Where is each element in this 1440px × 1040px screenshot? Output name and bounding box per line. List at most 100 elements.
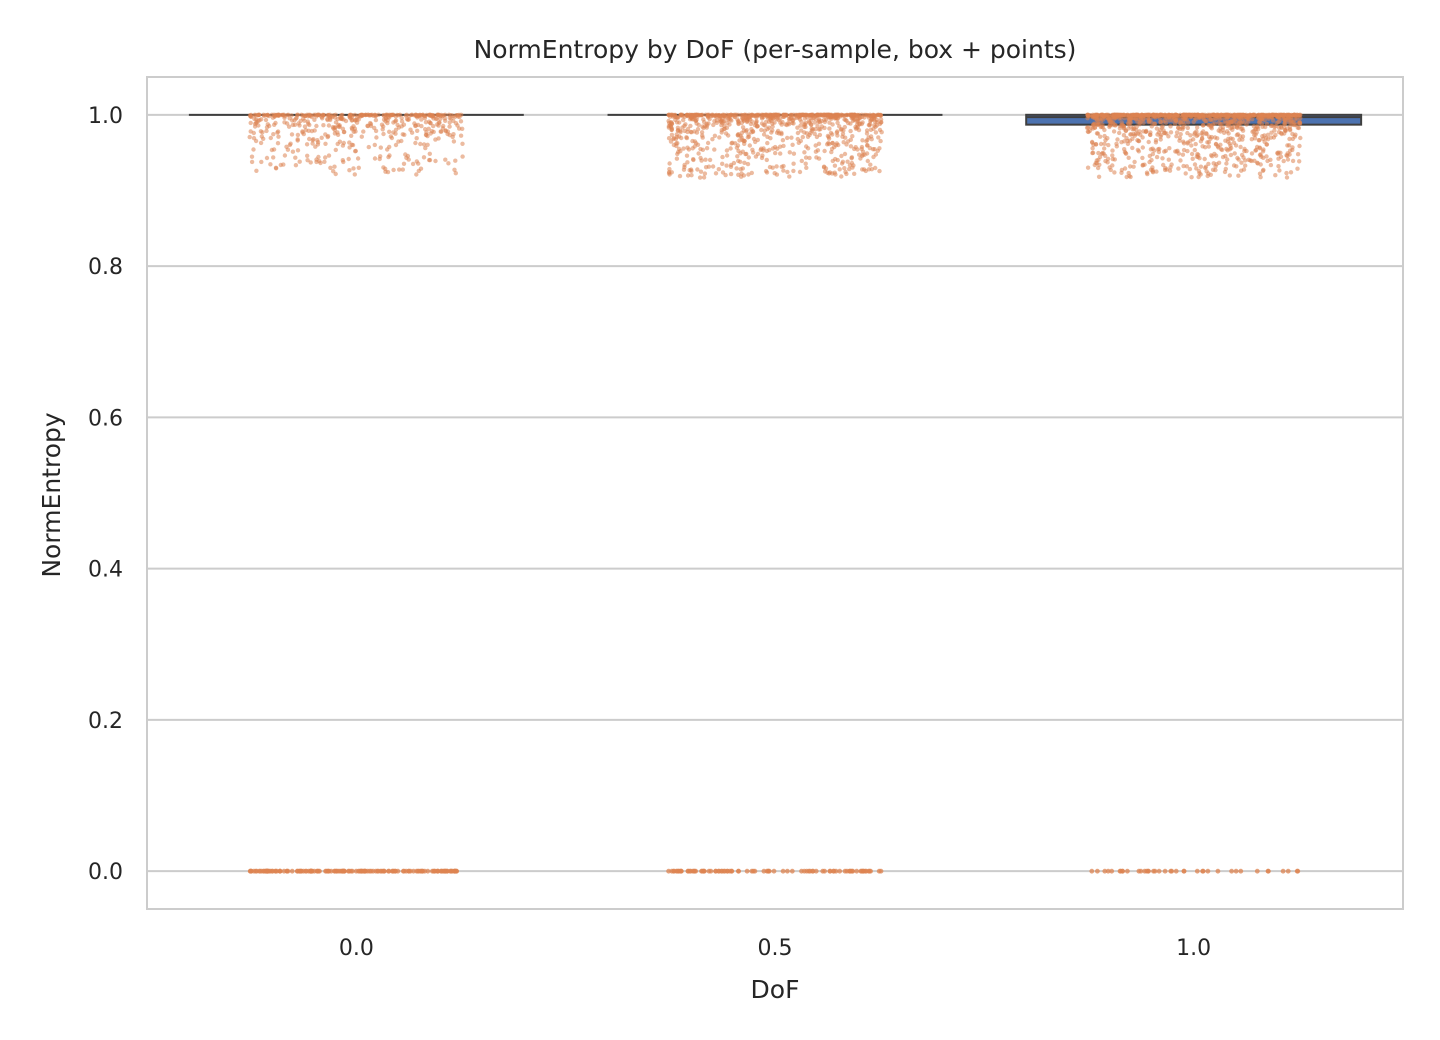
data-point bbox=[714, 120, 719, 126]
data-point bbox=[1102, 127, 1107, 133]
data-point bbox=[738, 159, 743, 164]
data-point bbox=[1265, 132, 1271, 137]
data-point bbox=[681, 146, 686, 151]
data-point bbox=[747, 115, 752, 120]
data-point bbox=[724, 112, 729, 118]
data-point bbox=[415, 128, 420, 133]
data-point bbox=[1286, 112, 1292, 118]
data-point bbox=[1251, 129, 1256, 134]
data-point bbox=[1114, 141, 1119, 146]
data-point bbox=[852, 171, 857, 176]
data-point bbox=[257, 118, 262, 123]
data-point bbox=[720, 112, 726, 118]
data-point bbox=[839, 112, 844, 118]
data-point bbox=[800, 134, 805, 140]
data-point bbox=[688, 167, 694, 172]
data-point bbox=[351, 166, 356, 171]
data-point bbox=[724, 148, 730, 153]
data-point bbox=[1085, 113, 1091, 118]
data-point bbox=[742, 160, 747, 165]
data-point bbox=[381, 165, 386, 170]
x-axis-title: DoF bbox=[751, 975, 800, 1004]
data-point bbox=[1166, 114, 1171, 119]
data-point bbox=[1149, 157, 1154, 163]
data-point bbox=[669, 868, 675, 874]
data-point bbox=[1095, 131, 1101, 136]
data-point bbox=[759, 155, 765, 161]
data-point bbox=[850, 134, 855, 139]
data-point bbox=[376, 112, 381, 118]
data-point bbox=[699, 868, 704, 874]
data-point bbox=[678, 868, 684, 874]
data-point bbox=[728, 171, 734, 177]
data-point bbox=[833, 172, 838, 177]
data-point bbox=[254, 168, 259, 173]
data-point bbox=[690, 138, 695, 144]
data-point bbox=[366, 144, 371, 150]
data-point bbox=[835, 129, 840, 134]
data-point bbox=[340, 158, 345, 163]
data-point bbox=[1265, 158, 1270, 164]
data-point bbox=[394, 112, 400, 118]
data-point bbox=[764, 170, 770, 175]
data-point bbox=[745, 161, 751, 167]
data-point bbox=[1286, 118, 1291, 123]
data-point bbox=[306, 128, 311, 133]
data-point bbox=[1285, 868, 1291, 874]
data-point bbox=[1231, 140, 1237, 145]
data-point bbox=[347, 168, 352, 173]
data-point bbox=[286, 124, 292, 129]
data-point bbox=[740, 125, 746, 130]
data-point bbox=[310, 141, 315, 146]
data-point bbox=[858, 868, 864, 874]
data-point bbox=[764, 157, 769, 163]
data-point bbox=[780, 868, 786, 874]
data-point bbox=[739, 171, 744, 176]
data-point bbox=[870, 147, 876, 152]
data-point bbox=[803, 161, 808, 166]
data-point bbox=[799, 128, 804, 133]
data-point bbox=[734, 166, 739, 171]
data-point bbox=[1240, 134, 1246, 139]
data-point bbox=[844, 171, 849, 177]
data-point bbox=[1174, 130, 1180, 135]
data-point bbox=[821, 164, 827, 169]
data-point bbox=[675, 115, 681, 120]
plot-frame bbox=[146, 76, 1404, 910]
data-point bbox=[865, 143, 870, 148]
data-point bbox=[1216, 145, 1221, 150]
data-point bbox=[727, 122, 732, 127]
data-point bbox=[1178, 132, 1183, 137]
data-point bbox=[778, 151, 783, 156]
data-point bbox=[1263, 124, 1268, 130]
data-point bbox=[850, 165, 855, 170]
data-point bbox=[804, 165, 809, 170]
data-point bbox=[696, 151, 701, 156]
data-point bbox=[1181, 868, 1187, 874]
data-point bbox=[1225, 157, 1230, 162]
data-point bbox=[1160, 156, 1165, 161]
data-point bbox=[674, 868, 680, 874]
data-point bbox=[873, 124, 878, 129]
data-point bbox=[1174, 134, 1179, 139]
data-point bbox=[826, 171, 832, 176]
data-point bbox=[1202, 156, 1207, 162]
data-point bbox=[1158, 112, 1163, 118]
data-point bbox=[1287, 124, 1293, 129]
data-point bbox=[396, 139, 401, 144]
data-point bbox=[1095, 868, 1100, 874]
data-point bbox=[1102, 146, 1107, 151]
data-point bbox=[1096, 122, 1101, 127]
data-point bbox=[453, 171, 458, 176]
data-point bbox=[732, 114, 737, 119]
data-point bbox=[372, 125, 377, 131]
data-point bbox=[416, 161, 421, 166]
data-point bbox=[421, 155, 427, 160]
data-point bbox=[1096, 116, 1102, 121]
data-point bbox=[316, 154, 321, 160]
data-point bbox=[848, 128, 853, 134]
data-point bbox=[791, 121, 796, 126]
data-point bbox=[1279, 131, 1285, 137]
data-point bbox=[403, 152, 408, 157]
data-point bbox=[698, 146, 703, 152]
